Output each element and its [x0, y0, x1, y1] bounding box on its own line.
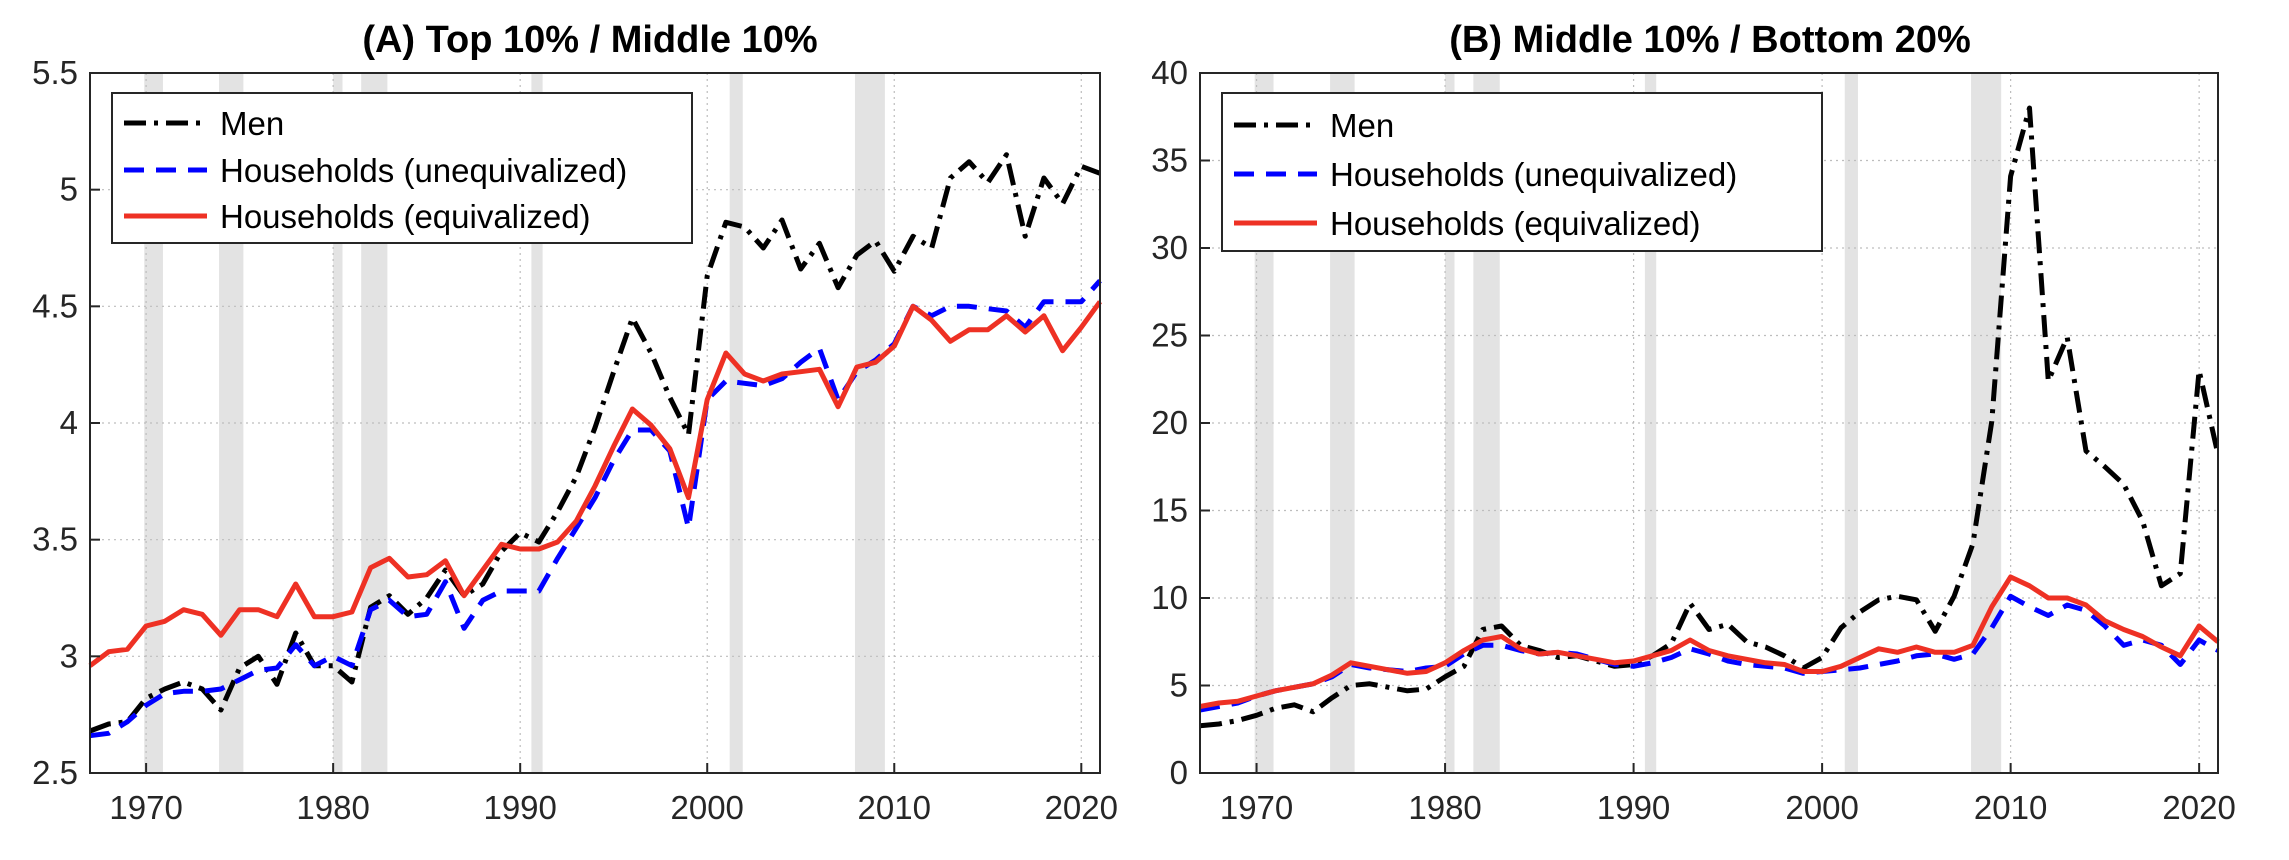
recession-band: [531, 73, 543, 773]
panel-b-legend-label-households-equivalized: Households (equivalized): [1330, 205, 1701, 242]
x-tick-label: 2010: [858, 789, 931, 826]
panel-b-legend-label-households-unequivalized: Households (unequivalized): [1330, 156, 1737, 193]
y-tick-label: 5: [1170, 667, 1188, 704]
y-tick-label: 10: [1151, 579, 1188, 616]
panel-a-chart: (A) Top 10% / Middle 10% 1970 1980 1990 200…: [32, 19, 1118, 826]
panel-a-legend: Men Households (unequivalized) Household…: [111, 92, 693, 244]
x-tick-label: 2010: [1974, 789, 2047, 826]
y-tick-label: 4: [60, 404, 78, 441]
x-tick-label: 1990: [483, 789, 556, 826]
y-tick-label: 5: [60, 171, 78, 208]
recession-band: [144, 73, 163, 773]
x-tick-label: 1990: [1597, 789, 1670, 826]
panel-a-legend-box: [111, 92, 693, 244]
series-line-households-unequivalized: [89, 279, 1102, 739]
y-tick-label: 3.5: [32, 521, 78, 558]
panel-b-x-ticks: 1970 1980 1990 2000 2010 2020: [1220, 763, 2236, 826]
x-tick-label: 2020: [1045, 789, 1118, 826]
y-tick-label: 30: [1151, 229, 1188, 266]
panel-a-y-ticks: 2.5 3 3.5 4 4.5 5 5.5: [32, 54, 100, 791]
recession-band: [729, 73, 743, 773]
y-tick-label: 25: [1151, 317, 1188, 354]
x-tick-label: 1970: [1220, 789, 1293, 826]
y-tick-label: 2.5: [32, 754, 78, 791]
panel-b-series-lines: [1199, 105, 2221, 729]
panel-a-legend-label-men: Men: [220, 105, 284, 142]
x-tick-label: 2000: [671, 789, 744, 826]
panel-a-legend-label-households-equivalized: Households (equivalized): [220, 198, 591, 235]
y-tick-label: 5.5: [32, 54, 78, 91]
y-tick-label: 35: [1151, 142, 1188, 179]
series-line-men: [89, 152, 1101, 734]
panel-b-legend-label-men: Men: [1330, 107, 1394, 144]
panel-b-y-ticks: 0 5 10 15 20 25 30 35 40: [1151, 54, 1210, 791]
y-tick-label: 15: [1151, 492, 1188, 529]
panel-b-legend: Men Households (unequivalized) Household…: [1221, 92, 1823, 252]
x-tick-label: 1980: [1408, 789, 1481, 826]
panel-a-x-ticks: 1970 1980 1990 2000 2010 2020: [109, 763, 1118, 826]
recession-band: [1445, 73, 1455, 773]
panel-a-title: (A) Top 10% / Middle 10%: [362, 19, 817, 61]
y-tick-label: 40: [1151, 54, 1188, 91]
panel-b-chart: (B) Middle 10% / Bottom 20% 1970 1980 1990…: [1151, 19, 2236, 826]
panel-b-title: (B) Middle 10% / Bottom 20%: [1449, 19, 1971, 61]
y-tick-label: 0: [1170, 754, 1188, 791]
y-tick-label: 3: [60, 637, 78, 674]
y-tick-label: 20: [1151, 404, 1188, 441]
x-tick-label: 1980: [296, 789, 369, 826]
x-tick-label: 1970: [109, 789, 182, 826]
x-tick-label: 2000: [1785, 789, 1858, 826]
panel-a-legend-label-households-unequivalized: Households (unequivalized): [220, 152, 627, 189]
series-line-households-equivalized: [88, 300, 1103, 668]
panel-b-legend-box: [1221, 92, 1823, 252]
x-tick-label: 2020: [2162, 789, 2235, 826]
y-tick-label: 4.5: [32, 287, 78, 324]
series-line-households-equivalized: [1199, 574, 2220, 709]
series-line-men: [1199, 105, 2221, 729]
panel-a-series-lines: [88, 152, 1103, 739]
